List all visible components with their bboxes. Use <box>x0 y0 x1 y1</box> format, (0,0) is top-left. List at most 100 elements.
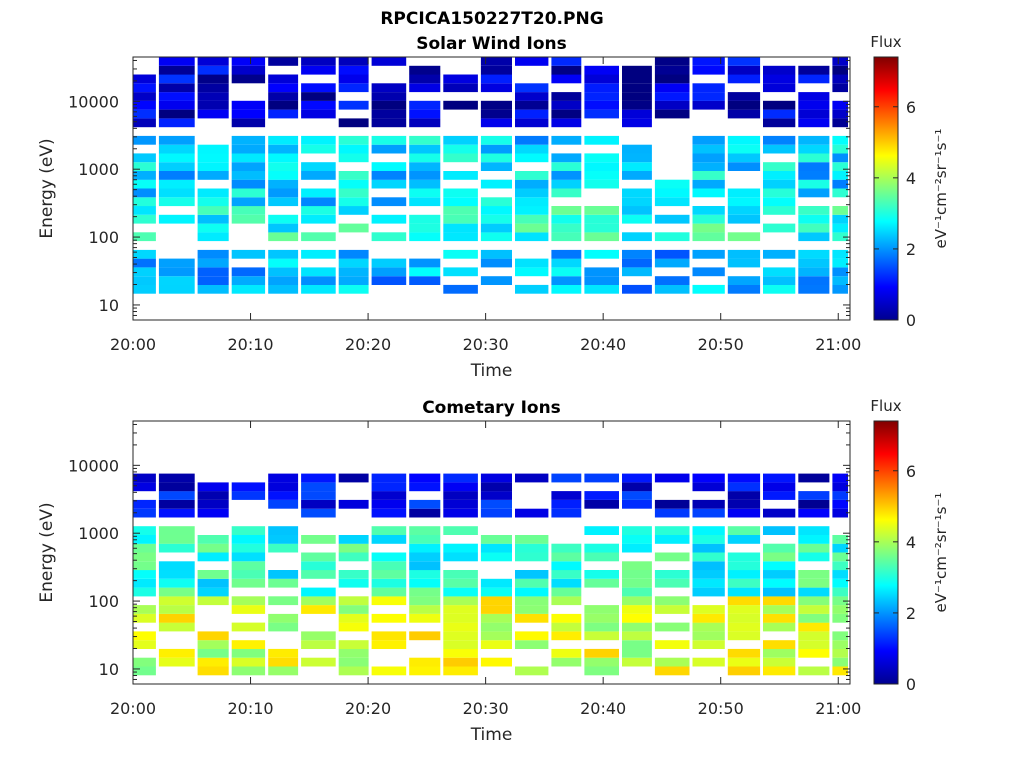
heatmap-cell <box>622 109 652 119</box>
heatmap-cell <box>551 223 582 233</box>
heatmap-cell <box>551 276 582 285</box>
heatmap-cell <box>622 640 652 649</box>
heatmap-cell <box>371 508 407 518</box>
heatmap-cell <box>798 74 830 84</box>
colorbar-tick-label: 4 <box>906 169 916 188</box>
colorbar <box>873 56 899 321</box>
heatmap-cell <box>158 622 195 632</box>
heatmap-cell <box>832 552 848 562</box>
heatmap-cell <box>622 613 652 623</box>
heatmap-cell <box>480 631 512 641</box>
heatmap-cell <box>832 561 848 571</box>
heatmap-cell <box>692 92 725 101</box>
x-axis-label: Time <box>470 361 513 381</box>
heatmap-cell <box>409 666 441 676</box>
colorbar-tick-label: 0 <box>906 675 916 694</box>
heatmap-cell <box>763 83 796 93</box>
heatmap-cell <box>727 657 761 667</box>
heatmap-cell <box>338 65 369 75</box>
heatmap-cell <box>409 657 441 667</box>
x-tick-label: 20:00 <box>110 335 156 354</box>
heatmap-cell <box>338 666 369 676</box>
heatmap-cell <box>654 508 690 518</box>
heatmap-cell <box>409 232 441 242</box>
heatmap-cell <box>654 100 690 110</box>
heatmap-cell <box>409 499 441 509</box>
heatmap-cell <box>371 552 407 562</box>
heatmap-cell <box>443 206 478 215</box>
heatmap-cell <box>338 543 369 553</box>
heatmap-cell <box>480 74 512 84</box>
heatmap-cell <box>551 188 582 198</box>
colorbar-tick-label: 0 <box>906 311 916 330</box>
heatmap-cell <box>727 284 761 294</box>
x-tick-label: 21:00 <box>815 335 861 354</box>
heatmap-cell <box>443 596 478 606</box>
heatmap-cell <box>798 535 830 544</box>
heatmap-cell <box>231 109 266 119</box>
heatmap-cell <box>443 153 478 163</box>
heatmap-cell <box>584 223 619 233</box>
heatmap-cell <box>515 83 549 93</box>
heatmap-cell <box>268 162 299 171</box>
heatmap-cell <box>197 543 229 553</box>
heatmap-cell <box>584 171 619 180</box>
heatmap-cell <box>133 640 156 649</box>
heatmap-cell <box>197 197 229 207</box>
heatmap-cell <box>409 605 441 614</box>
heatmap-cell <box>133 153 156 163</box>
heatmap-cell <box>692 100 725 110</box>
heatmap-cell <box>622 171 652 180</box>
heatmap-cell <box>622 578 652 588</box>
heatmap-cell <box>231 596 266 606</box>
heatmap-cell <box>197 276 229 285</box>
heatmap-cell <box>231 648 266 658</box>
heatmap-cell <box>133 535 156 544</box>
heatmap-cell <box>231 578 266 588</box>
heatmap-cell <box>798 587 830 597</box>
heatmap-cell <box>338 499 369 509</box>
heatmap-cell <box>443 648 478 658</box>
heatmap-cell <box>480 508 512 518</box>
heatmap-cell <box>338 100 369 110</box>
heatmap-cell <box>551 162 582 171</box>
colorbar-tick-label: 6 <box>906 462 916 481</box>
heatmap-cell <box>268 578 299 588</box>
heatmap-cell <box>551 491 582 500</box>
y-tick-label: 10000 <box>68 92 119 111</box>
heatmap-cell <box>727 214 761 224</box>
heatmap-cell <box>622 631 652 641</box>
heatmap-cell <box>443 144 478 154</box>
heatmap-cell <box>798 605 830 614</box>
heatmap-cell <box>480 258 512 268</box>
heatmap-cell <box>409 543 441 553</box>
heatmap-cell <box>480 223 512 233</box>
colorbar-header: Flux <box>870 397 901 415</box>
heatmap-cell <box>371 631 407 641</box>
heatmap-cell <box>763 561 796 571</box>
heatmap-cell <box>133 267 156 277</box>
heatmap-cell <box>443 482 478 492</box>
heatmap-cell <box>832 135 848 145</box>
heatmap-cell <box>727 605 761 614</box>
heatmap-cell <box>197 508 229 518</box>
heatmap-cell <box>798 613 830 623</box>
heatmap-cell <box>692 499 725 509</box>
heatmap-cell <box>231 605 266 614</box>
heatmap-cell <box>832 232 848 242</box>
heatmap-cell <box>551 552 582 562</box>
heatmap-cell <box>133 135 156 145</box>
heatmap-cell <box>692 171 725 180</box>
heatmap-cell <box>158 473 195 483</box>
heatmap-cell <box>763 223 796 233</box>
heatmap-cell <box>480 162 512 171</box>
heatmap-cell <box>551 508 582 518</box>
heatmap-cell <box>584 232 619 242</box>
heatmap-cell <box>409 508 441 518</box>
heatmap-cell <box>515 552 549 562</box>
heatmap-cell <box>763 135 796 145</box>
heatmap-cell <box>480 499 512 509</box>
heatmap-cell <box>443 284 478 294</box>
heatmap-cell <box>133 499 156 509</box>
heatmap-cell <box>622 473 652 483</box>
